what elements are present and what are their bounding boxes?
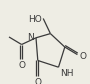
Text: N: N <box>27 33 34 42</box>
Text: HO: HO <box>28 15 41 24</box>
Text: NH: NH <box>60 69 74 78</box>
Text: O: O <box>79 52 86 61</box>
Text: O: O <box>34 78 41 84</box>
Text: O: O <box>18 61 25 70</box>
